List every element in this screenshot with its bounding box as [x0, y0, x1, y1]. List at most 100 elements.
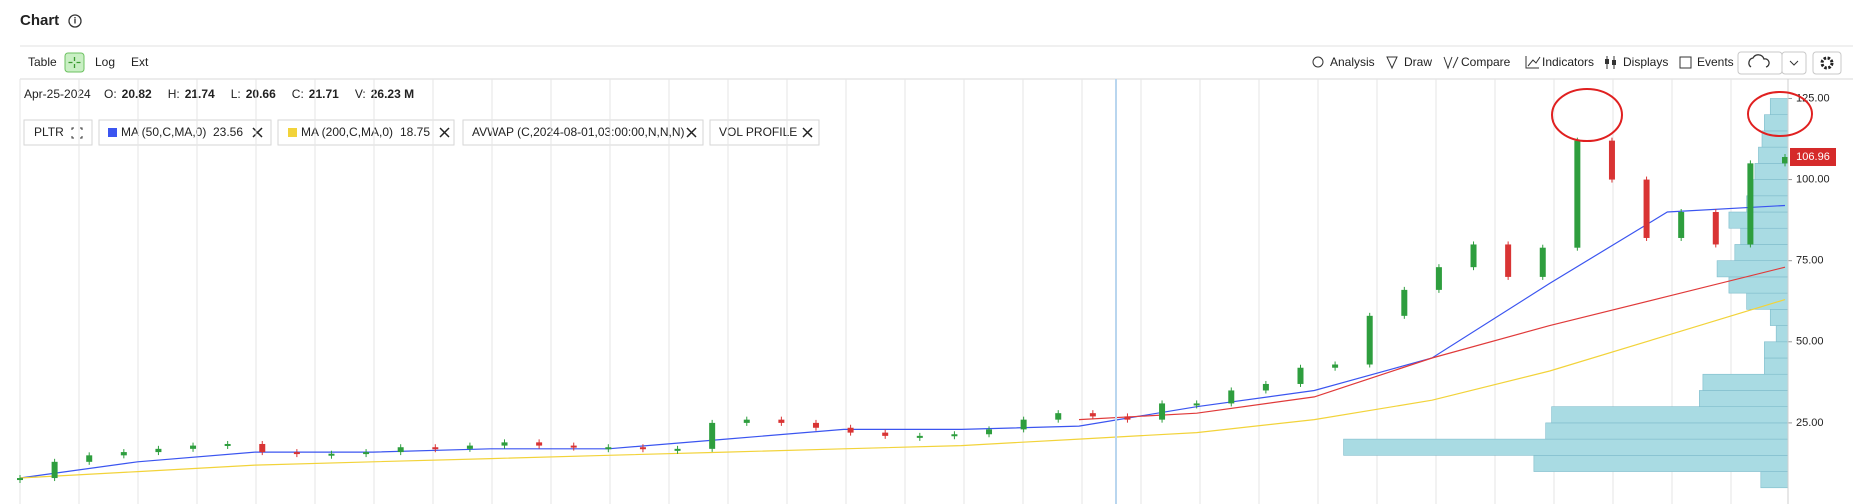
- y-tick-label: 50.00: [1796, 336, 1824, 348]
- tool-events[interactable]: Events: [1697, 55, 1734, 69]
- close-icon[interactable]: [252, 127, 263, 138]
- crosshair-button[interactable]: [64, 52, 85, 73]
- crosshair-icon: [68, 57, 81, 68]
- close-icon[interactable]: [439, 127, 450, 138]
- cloud-dropdown[interactable]: [1781, 51, 1807, 75]
- candle: [86, 455, 93, 462]
- candle: [882, 432, 889, 436]
- candle: [847, 427, 854, 433]
- legend-value: 23.56: [213, 125, 243, 139]
- volume-profile-bar: [1746, 292, 1789, 310]
- candle: [1297, 367, 1304, 384]
- expand-icon[interactable]: [71, 127, 83, 139]
- tool-log[interactable]: Log: [95, 55, 115, 69]
- tool-compare[interactable]: Compare: [1461, 55, 1511, 69]
- info-label: C:: [292, 87, 304, 101]
- info-value: 26.23 M: [371, 87, 414, 101]
- volume-profile-bar: [1775, 325, 1789, 343]
- info-date: Apr-25-2024: [24, 87, 91, 101]
- annotation-circle: [1551, 88, 1623, 142]
- y-tick-label: 75.00: [1796, 255, 1824, 267]
- candle: [1262, 383, 1269, 391]
- info-icon[interactable]: [68, 14, 82, 28]
- legend-chip[interactable]: [277, 119, 455, 146]
- candle: [397, 447, 404, 453]
- volume-profile-bar: [1551, 406, 1789, 424]
- legend-value: 18.75: [400, 125, 430, 139]
- volume-profile-bar: [1754, 163, 1789, 180]
- overlay-line: [19, 299, 1786, 479]
- plot-area: 25.00 50.00 75.00 100.00 125.00 106.96: [17, 79, 1836, 504]
- candle: [986, 429, 993, 435]
- legend-chip[interactable]: [462, 119, 704, 146]
- overlay-line: [19, 204, 1786, 479]
- volume-profile-bar: [1699, 390, 1789, 407]
- displays-icon: [1612, 60, 1616, 65]
- candle: [259, 443, 266, 453]
- candle: [1747, 163, 1754, 245]
- settings-button[interactable]: [1812, 51, 1842, 75]
- legend-swatch: [108, 128, 117, 137]
- candle: [1020, 419, 1027, 430]
- tool-table[interactable]: Table: [28, 55, 57, 69]
- volume-profile-bar: [1764, 114, 1789, 132]
- cloud-icon: [1748, 54, 1770, 68]
- candle: [778, 419, 785, 423]
- tool-draw[interactable]: Draw: [1404, 55, 1432, 69]
- overlay-line: [1078, 266, 1786, 421]
- volume-profile-bar: [1764, 357, 1789, 375]
- candle: [190, 445, 197, 449]
- candle: [1332, 364, 1339, 368]
- candle: [1124, 416, 1131, 420]
- legend-chip[interactable]: [23, 119, 93, 146]
- volume-profile-bar: [1769, 98, 1789, 115]
- close-icon[interactable]: [686, 127, 697, 138]
- y-tick-label: 100.00: [1796, 173, 1830, 185]
- candle: [1574, 140, 1581, 248]
- info-value: 20.82: [122, 87, 152, 101]
- candle: [951, 434, 958, 437]
- settings-icon: [1820, 56, 1834, 70]
- info-value: 21.71: [309, 87, 339, 101]
- candle: [1505, 244, 1512, 277]
- candle: [1401, 289, 1408, 316]
- y-tick-label: 125.00: [1796, 92, 1830, 104]
- tool-displays[interactable]: Displays: [1623, 55, 1668, 69]
- annotation-circle: [1747, 91, 1813, 137]
- candle: [1435, 267, 1442, 290]
- legend-label: VOL PROFILE: [719, 125, 797, 139]
- info-label: L:: [231, 87, 241, 101]
- volume-profile-bar: [1752, 179, 1789, 197]
- candle: [812, 422, 819, 428]
- tool-ext[interactable]: Ext: [131, 55, 149, 69]
- compare-icon: [1443, 56, 1459, 70]
- candle: [743, 419, 750, 423]
- candle: [1228, 390, 1235, 404]
- legend-label: MA (200,C,MA,0): [301, 125, 393, 139]
- last-price-label: 106.96: [1796, 151, 1830, 163]
- candle: [1539, 247, 1546, 277]
- info-label: H:: [168, 87, 180, 101]
- candle: [1089, 413, 1096, 417]
- volume-profile-bar: [1760, 471, 1789, 489]
- candle: [1678, 212, 1685, 238]
- draw-icon: [1386, 56, 1398, 70]
- candle: [1159, 403, 1166, 420]
- candle: [1055, 413, 1062, 420]
- tool-analysis[interactable]: Analysis: [1330, 55, 1375, 69]
- volume-profile-bar: [1734, 244, 1789, 261]
- legend-symbol: PLTR: [34, 125, 64, 139]
- legend-chip[interactable]: [98, 119, 272, 146]
- volume-profile-bar: [1728, 211, 1789, 229]
- tool-indicators[interactable]: Indicators: [1542, 55, 1594, 69]
- info-label: V:: [355, 87, 366, 101]
- candle: [501, 442, 508, 446]
- info-value: 20.66: [246, 87, 276, 101]
- candle: [570, 445, 577, 448]
- candle: [17, 478, 23, 481]
- y-tick-label: 25.00: [1796, 417, 1824, 429]
- last-price-tag: [1790, 147, 1836, 166]
- close-icon[interactable]: [802, 127, 813, 138]
- candle: [466, 445, 473, 449]
